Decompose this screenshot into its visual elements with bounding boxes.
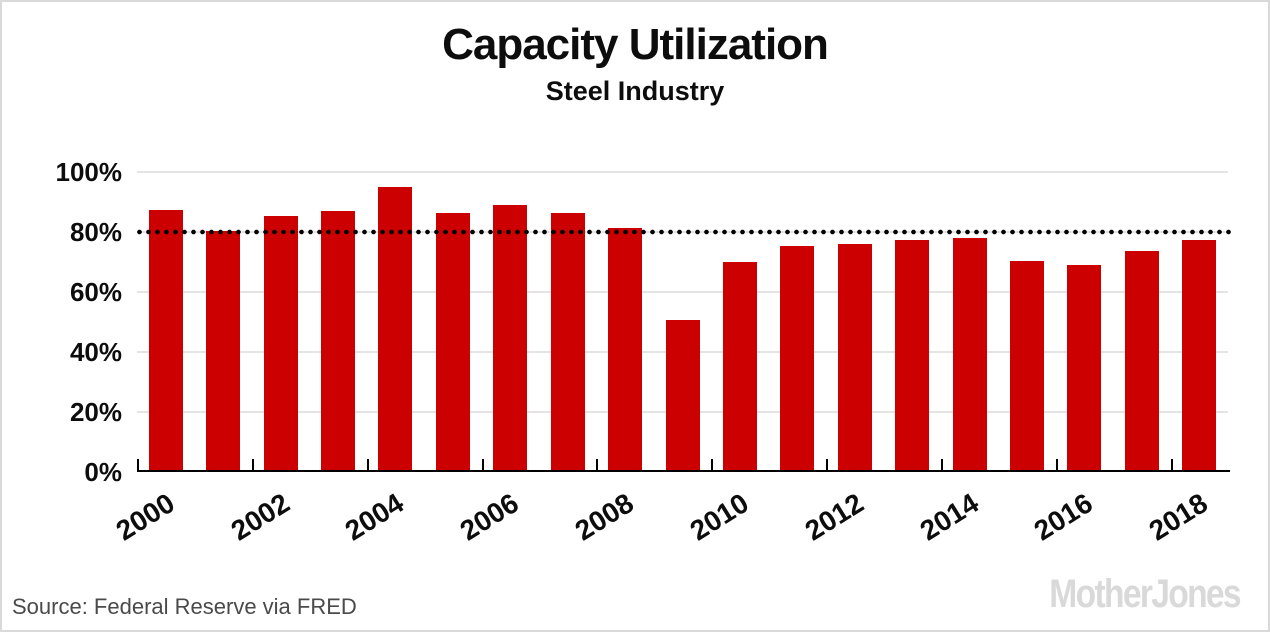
bar-2013 — [895, 240, 930, 472]
plot-area — [135, 171, 1233, 472]
source-credit: Source: Federal Reserve via FRED — [12, 594, 357, 619]
x-tick-label-2006: 2006 — [454, 487, 525, 547]
x-tick-2008 — [596, 459, 599, 471]
x-tick-label-2012: 2012 — [799, 487, 869, 547]
y-tick-label-20: 20% — [69, 397, 122, 427]
x-tick-label-2002: 2002 — [225, 487, 295, 547]
gridline-100 — [137, 171, 1228, 173]
y-tick-label-100: 100% — [55, 157, 123, 187]
bar-2003 — [320, 211, 355, 472]
x-tick-label-2016: 2016 — [1029, 487, 1099, 547]
x-tick-label-2014: 2014 — [914, 487, 984, 547]
chart-subtitle: Steel Industry — [545, 76, 725, 106]
gridline-60 — [137, 291, 1228, 293]
bar-2011 — [780, 245, 815, 472]
reference-line-80pct — [135, 229, 1233, 235]
bar-2012 — [837, 244, 872, 472]
x-tick-2002 — [251, 459, 254, 471]
bar-2006 — [493, 204, 528, 472]
bar-2018 — [1182, 240, 1217, 472]
y-tick-label-40: 40% — [69, 337, 122, 367]
x-tick-label-2010: 2010 — [684, 487, 754, 547]
bar-2016 — [1067, 264, 1102, 472]
bar-2015 — [1010, 260, 1045, 472]
x-tick-label-2008: 2008 — [569, 487, 639, 547]
y-tick-label-0: 0% — [84, 457, 122, 487]
bar-2000 — [148, 209, 183, 472]
x-tick-label-2004: 2004 — [340, 487, 410, 547]
x-axis-line — [137, 470, 1230, 472]
x-tick-2000 — [137, 459, 139, 471]
bar-2005 — [435, 212, 470, 472]
x-tick-2010 — [711, 459, 714, 471]
x-tick-2016 — [1055, 459, 1058, 471]
x-tick-label-2018: 2018 — [1143, 487, 1214, 547]
bar-2017 — [1124, 250, 1159, 472]
y-tick-label-60: 60% — [69, 277, 122, 307]
x-tick-2012 — [826, 459, 829, 471]
motherjones-logo: MotherJones — [1049, 572, 1241, 616]
x-tick-2014 — [940, 459, 943, 471]
bar-2010 — [722, 262, 757, 472]
x-tick-2004 — [366, 459, 369, 471]
x-tick-2018 — [1170, 459, 1173, 471]
y-tick-label-80: 80% — [69, 217, 122, 247]
x-tick-2006 — [481, 459, 484, 471]
bar-2007 — [550, 213, 585, 472]
bar-2001 — [206, 231, 241, 472]
bar-2009 — [665, 319, 700, 472]
bar-2002 — [263, 216, 298, 472]
bar-2008 — [608, 228, 643, 472]
x-tick-label-2000: 2000 — [110, 487, 180, 547]
chart-title: Capacity Utilization — [442, 20, 829, 69]
bar-2014 — [952, 238, 987, 472]
